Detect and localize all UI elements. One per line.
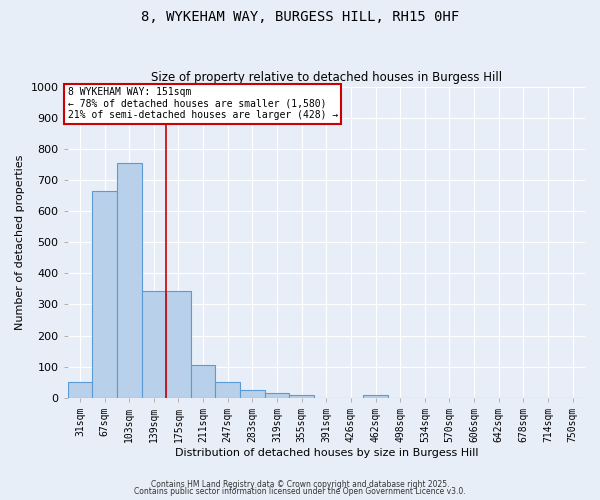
Text: 8, WYKEHAM WAY, BURGESS HILL, RH15 0HF: 8, WYKEHAM WAY, BURGESS HILL, RH15 0HF <box>141 10 459 24</box>
Bar <box>166 290 191 398</box>
Title: Size of property relative to detached houses in Burgess Hill: Size of property relative to detached ho… <box>151 72 502 85</box>
Text: Contains public sector information licensed under the Open Government Licence v3: Contains public sector information licen… <box>134 487 466 496</box>
Bar <box>142 290 166 398</box>
Text: 8 WYKEHAM WAY: 151sqm
← 78% of detached houses are smaller (1,580)
21% of semi-d: 8 WYKEHAM WAY: 151sqm ← 78% of detached … <box>68 87 338 120</box>
Bar <box>191 365 215 398</box>
Bar <box>265 393 289 398</box>
Bar <box>92 191 117 398</box>
Bar <box>240 390 265 398</box>
Y-axis label: Number of detached properties: Number of detached properties <box>15 154 25 330</box>
Bar <box>289 394 314 398</box>
Bar <box>363 394 388 398</box>
Bar <box>117 163 142 398</box>
Text: Contains HM Land Registry data © Crown copyright and database right 2025.: Contains HM Land Registry data © Crown c… <box>151 480 449 489</box>
X-axis label: Distribution of detached houses by size in Burgess Hill: Distribution of detached houses by size … <box>175 448 478 458</box>
Bar <box>68 382 92 398</box>
Bar <box>215 382 240 398</box>
